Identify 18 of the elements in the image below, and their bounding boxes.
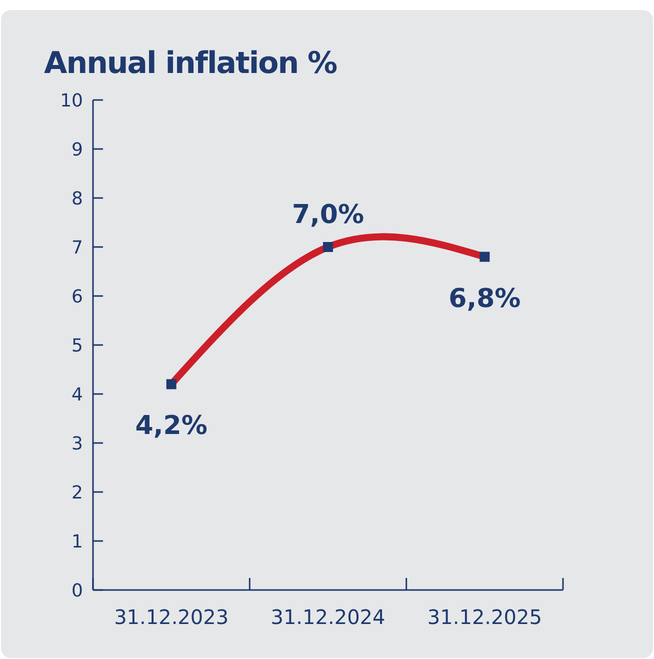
data-label: 7,0% <box>292 200 364 230</box>
chart-title: Annual inflation % <box>44 46 338 81</box>
y-tick-label: 10 <box>60 90 83 112</box>
y-tick-label: 5 <box>72 335 83 356</box>
data-label: 4,2% <box>135 411 208 442</box>
y-tick-label: 3 <box>72 433 83 454</box>
x-tick-label: 31.12.2025 <box>427 605 542 629</box>
data-label: 6,8% <box>448 284 521 314</box>
x-tick-label: 31.12.2023 <box>114 605 229 629</box>
y-tick-label: 8 <box>72 188 83 210</box>
y-tick-label: 1 <box>72 531 83 552</box>
y-tick-label: 0 <box>72 580 83 602</box>
y-tick-label: 4 <box>72 384 83 406</box>
y-tick-label: 2 <box>72 482 83 504</box>
y-tick-label: 7 <box>72 237 83 258</box>
y-tick-label: 6 <box>72 286 83 308</box>
y-tick-label: 9 <box>72 139 83 160</box>
x-tick-label: 31.12.2024 <box>270 605 386 629</box>
